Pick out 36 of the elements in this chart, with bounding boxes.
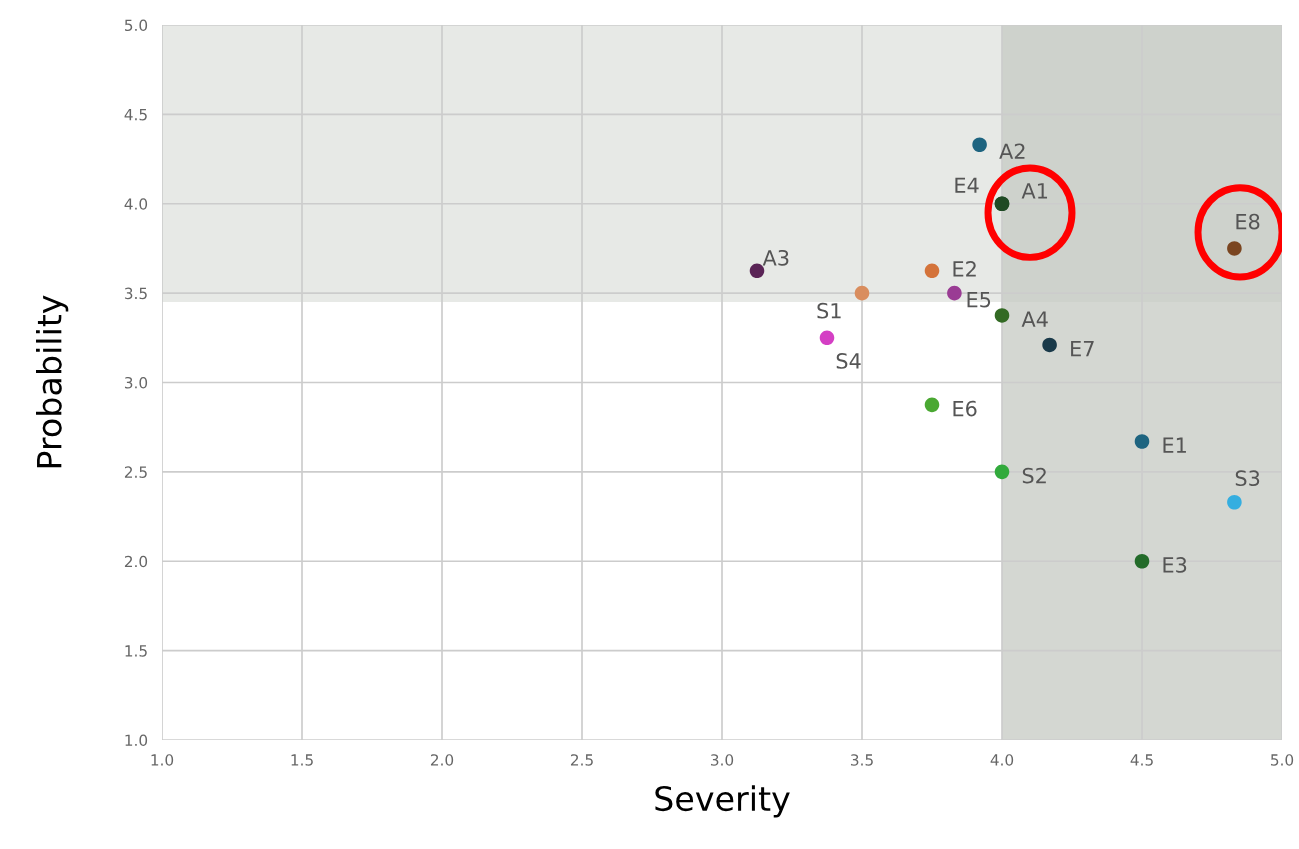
series-label: E1 [1163, 437, 1186, 453]
series-label: S1 [817, 302, 841, 319]
series-label: E5 [967, 292, 991, 308]
series-label: A2 [999, 143, 1025, 159]
x-tick-label: 5.0 [1271, 754, 1294, 766]
y-tick-label: 2.5 [124, 466, 147, 478]
series-label: E3 [1163, 557, 1187, 573]
series-label: S3 [1235, 470, 1260, 487]
x-tick-label: 2.5 [570, 754, 593, 766]
y-tick-label: 1.0 [125, 734, 148, 747]
series-label: A3 [762, 249, 789, 266]
x-tick-label: 3.0 [711, 754, 734, 766]
series-label: S4 [836, 353, 861, 369]
series-label: S2 [1022, 467, 1046, 484]
y-tick-label: 4.0 [124, 198, 148, 210]
y-tick-label: 3.5 [124, 287, 147, 300]
series-label: E2 [953, 261, 976, 277]
series-label: E6 [953, 400, 977, 417]
x-tick-label: 4.0 [990, 754, 1014, 766]
y-tick-label: 5.0 [124, 19, 148, 32]
series-label: A1 [1021, 183, 1048, 199]
x-axis-title: Severity [655, 785, 790, 818]
x-tick-label: 1.0 [151, 754, 174, 766]
x-tick-label: 4.5 [1130, 754, 1153, 766]
series-label: E4 [955, 177, 979, 193]
y-axis-title: Probability [36, 295, 69, 468]
y-tick-label: 1.5 [125, 645, 147, 657]
x-tick-label: 3.5 [851, 754, 873, 766]
series-label: E7 [1071, 341, 1094, 357]
x-tick-label: 2.0 [430, 754, 454, 766]
y-tick-label: 4.5 [124, 109, 147, 121]
y-tick-label: 3.0 [124, 376, 148, 389]
y-tick-label: 2.0 [124, 555, 148, 568]
series-label: E8 [1236, 213, 1260, 230]
series-label: A4 [1021, 311, 1048, 327]
x-tick-label: 1.5 [291, 754, 313, 766]
